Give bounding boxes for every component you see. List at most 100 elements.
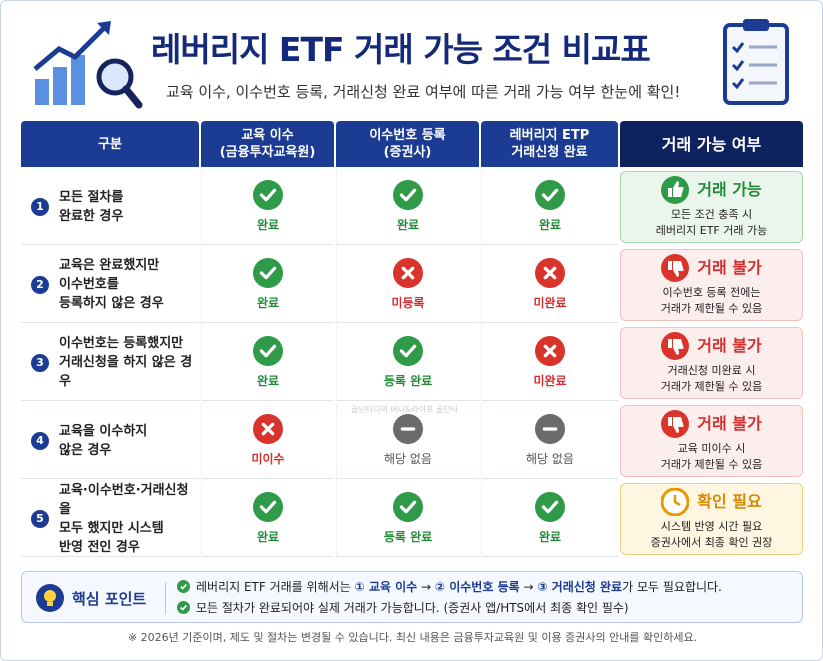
key-label: 핵심 포인트	[72, 590, 147, 608]
comparison-table: 구분 교육 이수 (금융투자교육원) 이수번호 등록 (증권사) 레버리지 ETP 거래신청…	[21, 121, 803, 557]
title: 레버리지 ETF 거래 가능 조건 비교표	[151, 30, 651, 69]
x-icon	[393, 258, 423, 288]
check-icon	[393, 180, 423, 210]
status-cell: 미완료	[481, 325, 618, 401]
result-title-row: 거래 불가	[661, 253, 762, 282]
key-lines: 레버리지 ETF 거래를 위해서는 ① 교육 이수 → ② 이수번호 등록 → …	[177, 577, 722, 619]
key-segment: ③ 거래신청 완료	[537, 580, 623, 594]
status-text: 미등록	[391, 296, 425, 310]
result-icon	[661, 409, 690, 438]
case-line: 거래신청을 하지 않은 경우	[59, 355, 193, 389]
result-detail: 거래가 제한될 수 있음	[660, 379, 763, 393]
status-text: 미완료	[533, 296, 567, 310]
status-text: 등록 완료	[383, 530, 433, 544]
case-line: 모든 절차를	[59, 189, 124, 205]
status-cell: 등록 완료	[336, 481, 479, 557]
status-cell: 해당 없음	[336, 403, 479, 479]
row-number: 3	[31, 353, 49, 372]
result-title-row: 거래 불가	[661, 331, 762, 360]
result-box: 거래 가능 모든 조건 충족 시 레버리지 ETF 거래 가능	[620, 171, 803, 243]
check-icon	[253, 336, 283, 366]
status-text: 완료	[256, 218, 280, 232]
result-title: 확인 필요	[697, 491, 762, 511]
bulb-icon	[36, 584, 64, 612]
dash-icon	[393, 414, 423, 444]
result-title: 거래 가능	[697, 179, 762, 199]
case-line: 모두 했지만 시스템	[59, 520, 164, 536]
watermark: 골단타디의 머니&라이프 골단타	[351, 405, 459, 414]
header-line: 교육 이수	[241, 128, 294, 143]
status-text: 해당 없음	[384, 452, 432, 466]
check-icon	[177, 580, 190, 593]
status-cell: 완료	[481, 481, 618, 557]
status-text: 완료	[538, 530, 562, 544]
status-text: 완료	[538, 218, 562, 232]
column-header: 이수번호 등록 (증권사)	[336, 121, 479, 167]
result-title-row: 거래 불가	[661, 409, 762, 438]
case-line: 교육·이수번호·거래신청을	[59, 482, 189, 517]
status-text: 완료	[396, 218, 420, 232]
result-detail: 교육 미이수 시	[677, 441, 746, 455]
result-icon	[661, 487, 690, 516]
chart-icon	[33, 21, 143, 109]
case-line: 않은 경우	[59, 442, 112, 458]
header-line: 거래신청 완료	[511, 145, 588, 160]
check-icon	[535, 180, 565, 210]
result-detail: 거래신청 미완료 시	[667, 363, 756, 377]
result-title-row: 확인 필요	[661, 487, 762, 516]
result-box: 확인 필요 시스템 반영 시간 필요 증권사에서 최종 확인 권장	[620, 483, 803, 555]
key-line: 모든 절차가 완료되어야 실제 거래가 가능합니다. (증권사 앱/HTS에서 …	[177, 598, 722, 619]
key-points: 핵심 포인트 레버리지 ETF 거래를 위해서는 ① 교육 이수 → ② 이수번…	[21, 571, 803, 623]
x-icon	[535, 258, 565, 288]
result-detail: 모든 조건 충족 시	[670, 207, 753, 221]
key-line: 레버리지 ETF 거래를 위해서는 ① 교육 이수 → ② 이수번호 등록 → …	[177, 577, 722, 598]
result-icon	[661, 331, 690, 360]
header-line: 레버리지 ETP	[509, 128, 590, 143]
header-line: (금융투자교육원)	[219, 145, 316, 160]
case-text: 교육은 완료했지만 이수번호를 등록하지 않은 경우	[59, 256, 164, 313]
key-segment: ② 이수번호 등록	[434, 580, 520, 594]
case-line: 이수번호는 등록했지만	[59, 336, 184, 351]
header-line: 거래 가능 여부	[661, 134, 762, 154]
row-number: 1	[31, 197, 49, 216]
result-detail: 증권사에서 최종 확인 권장	[650, 535, 773, 549]
result-detail: 거래가 제한될 수 있음	[660, 301, 763, 315]
key-segment: →	[417, 580, 435, 594]
case-line: 이수번호를	[59, 277, 119, 292]
case-line: 교육을 이수하지	[59, 423, 148, 439]
status-cell: 완료	[201, 325, 334, 401]
status-text: 완료	[256, 296, 280, 310]
status-cell: 등록 완료	[336, 325, 479, 401]
status-cell: 완료	[201, 247, 334, 323]
case-cell: 4 교육을 이수하지 않은 경우	[21, 403, 199, 479]
status-text: 해당 없음	[526, 452, 574, 466]
column-header: 구분	[21, 121, 199, 167]
status-cell: 해당 없음	[481, 403, 618, 479]
case-line: 완료한 경우	[59, 208, 124, 224]
result-detail: 거래가 제한될 수 있음	[660, 457, 763, 471]
divider	[165, 582, 166, 614]
result-detail: 이수번호 등록 전에는	[662, 285, 761, 299]
status-cell: 완료	[481, 169, 618, 245]
status-cell: 완료	[336, 169, 479, 245]
x-icon	[535, 336, 565, 366]
status-text: 등록 완료	[383, 374, 433, 388]
result-title: 거래 불가	[697, 413, 762, 433]
header-line: 구분	[98, 136, 122, 152]
key-segment: ① 교육 이수	[354, 580, 418, 594]
status-cell: 완료	[201, 481, 334, 557]
result-title: 거래 불가	[697, 257, 762, 277]
key-segment: →	[519, 580, 538, 594]
status-text: 미이수	[251, 452, 285, 466]
key-segment: 가 모두 필요합니다.	[622, 580, 722, 594]
result-title: 거래 불가	[697, 335, 762, 355]
column-header: 레버리지 ETP 거래신청 완료	[481, 121, 618, 167]
column-header: 교육 이수 (금융투자교육원)	[201, 121, 334, 167]
